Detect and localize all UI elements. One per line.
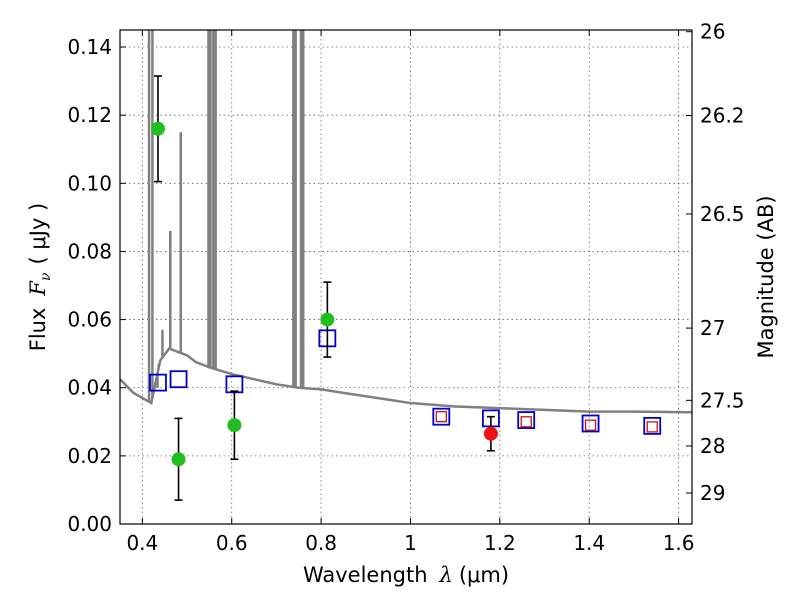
model-square-red xyxy=(646,421,658,433)
observed-point-green xyxy=(150,121,165,136)
y-tick-label: 0.12 xyxy=(67,103,112,127)
x-tick-label: 1.4 xyxy=(573,531,605,555)
y-tick-label: 0.14 xyxy=(67,35,112,59)
model-square-blue xyxy=(169,370,188,389)
y-tick-label: 0.10 xyxy=(67,171,112,195)
y-tick-label: 0.02 xyxy=(67,444,112,468)
model-square-blue xyxy=(149,373,167,392)
y2-tick-label: 26.5 xyxy=(700,202,745,226)
y2-tick-label: 27.5 xyxy=(700,388,745,412)
y-axis-label: FluxFν( μJy ) xyxy=(26,203,54,351)
model-square-red xyxy=(435,411,447,423)
y-tick-label: 0.08 xyxy=(67,239,112,263)
grid xyxy=(120,30,692,525)
x-tick-label: 0.8 xyxy=(305,531,337,555)
y-tick-label: 0.00 xyxy=(67,512,112,536)
x-tick-label: 0.6 xyxy=(216,531,248,555)
model-square-blue xyxy=(643,416,662,435)
observed-point-green xyxy=(171,452,186,467)
y2-tick-label: 26.2 xyxy=(700,104,745,128)
y2-axis-label: Magnitude (AB) xyxy=(754,195,778,358)
model-continuum xyxy=(119,347,693,414)
y2-tick-label: 28 xyxy=(700,434,725,458)
model-square-blue xyxy=(581,414,600,433)
y2-tick-label: 29 xyxy=(700,481,725,505)
model-square-blue xyxy=(517,411,536,429)
x-tick-label: 1 xyxy=(404,531,417,555)
y2-tick-label: 26 xyxy=(700,20,725,44)
y-tick-label: 0.06 xyxy=(67,308,112,332)
observed-point-green xyxy=(320,312,335,327)
plot-frame xyxy=(119,29,693,525)
axis-ticks: 0.4 0.6 0.8 1 1.2 1.4 1.6 0.00 0.02 0.04 0.06 0.08 0… xyxy=(67,20,744,555)
model-square-blue xyxy=(225,375,244,394)
photometry-points xyxy=(149,75,662,501)
model-square-red xyxy=(584,419,597,431)
x-tick-label: 0.4 xyxy=(126,531,158,555)
observed-point-green xyxy=(227,418,242,433)
x-tick-label: 1.6 xyxy=(663,531,695,555)
model-square-red xyxy=(520,416,532,428)
y2-tick-label: 27 xyxy=(700,316,725,340)
model-square-blue xyxy=(432,407,451,426)
y-tick-label: 0.04 xyxy=(67,376,112,400)
x-tick-label: 1.2 xyxy=(484,531,516,555)
model-spectrum xyxy=(119,30,693,414)
x-axis-label: Wavelength λ (μm) xyxy=(303,563,509,587)
observed-point-red xyxy=(483,426,498,441)
